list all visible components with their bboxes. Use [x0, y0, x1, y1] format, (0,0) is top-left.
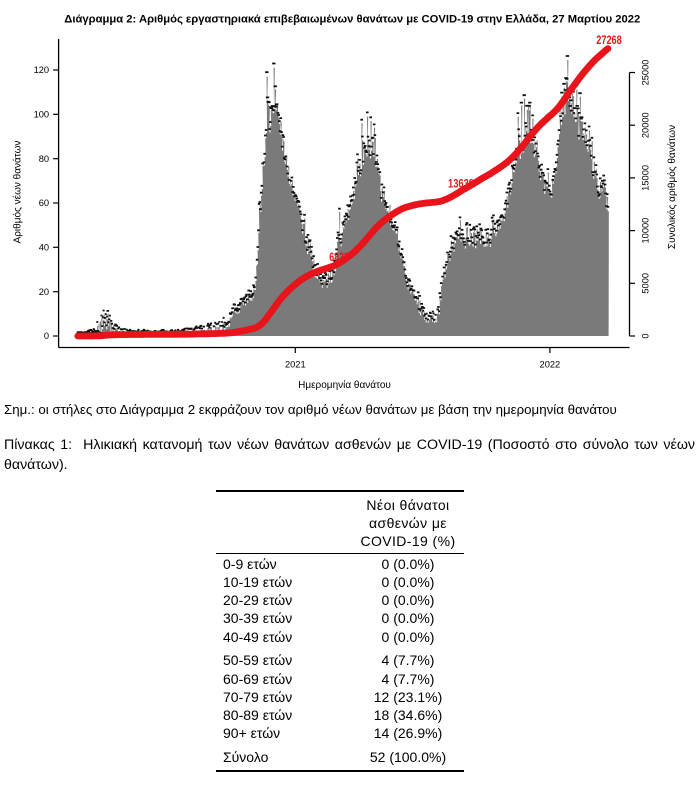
svg-text:0: 0: [641, 333, 651, 338]
svg-text:Διάγραμμα 2: Αριθμός εργαστηρι: Διάγραμμα 2: Αριθμός εργαστηριακά επιβεβ…: [64, 13, 640, 25]
svg-text:40: 40: [39, 243, 49, 253]
svg-text:Ημερομηνία θανάτου: Ημερομηνία θανάτου: [298, 379, 391, 391]
svg-text:2021: 2021: [285, 360, 306, 370]
svg-text:0: 0: [44, 331, 49, 341]
svg-text:120: 120: [34, 65, 50, 75]
svg-text:2022: 2022: [540, 360, 561, 370]
svg-text:Αριθμός νέων θανάτων: Αριθμός νέων θανάτων: [12, 141, 24, 244]
svg-text:5000: 5000: [641, 273, 651, 294]
svg-text:60: 60: [39, 198, 49, 208]
svg-text:Συνολικός αριθμός θανάτων: Συνολικός αριθμός θανάτων: [666, 125, 678, 249]
svg-text:20: 20: [39, 287, 49, 297]
svg-text:13639: 13639: [448, 177, 474, 191]
svg-text:15000: 15000: [641, 165, 651, 191]
svg-text:20000: 20000: [641, 112, 651, 138]
svg-text:100: 100: [34, 110, 50, 120]
svg-text:10000: 10000: [641, 218, 651, 244]
svg-text:27268: 27268: [596, 33, 622, 47]
svg-text:25000: 25000: [641, 60, 651, 86]
svg-text:80: 80: [39, 154, 49, 164]
